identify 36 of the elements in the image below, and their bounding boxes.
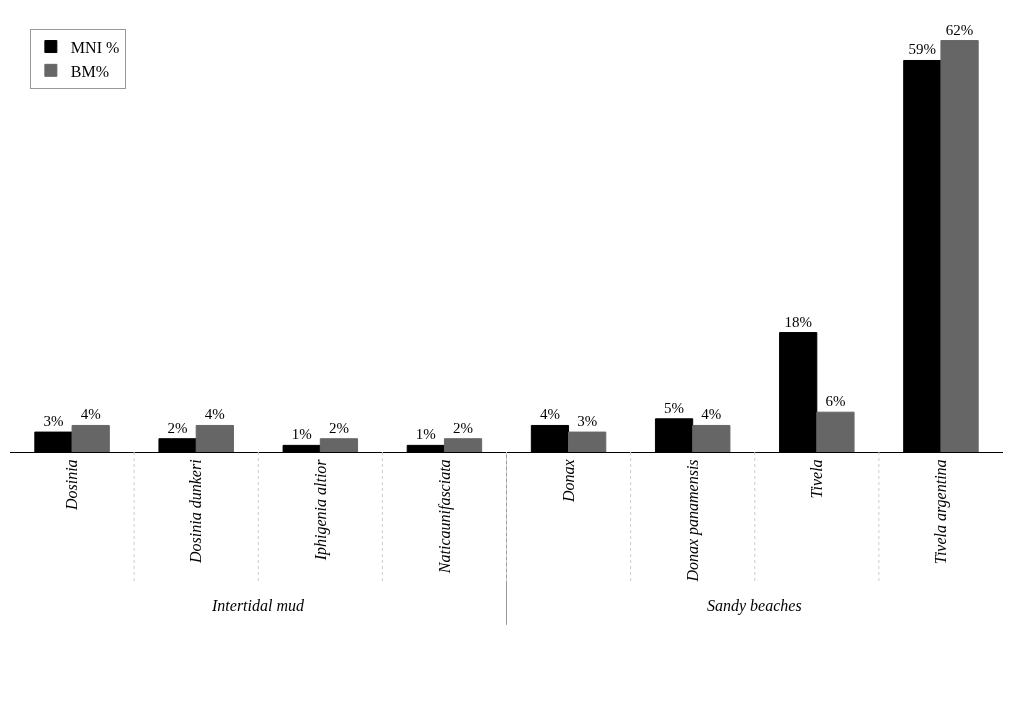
data-label: 3% [43,413,64,430]
data-label: 3% [577,413,598,430]
data-label: 18% [784,313,812,330]
data-label: 4% [204,406,225,423]
data-label: 4% [701,406,722,423]
data-label: 4% [539,406,560,423]
x-tick-label: Dosinia dunkeri [187,459,205,564]
x-tick-label: Tivela [808,459,826,499]
bar [692,424,731,452]
data-label: 62% [945,21,974,38]
data-label: 5% [664,399,685,416]
bar [816,411,855,452]
bar [195,424,234,452]
bar [568,431,607,452]
x-tick-label: Donax panamensis [683,459,702,583]
x-tick-label: Naticaunifasciata [435,459,454,575]
x-tick-label: Tivela argentina [932,459,951,565]
data-label: 1% [291,426,312,443]
text: Sandy beaches [707,597,802,615]
data-label: 4% [80,406,101,423]
legend-label: BM% [70,62,110,80]
legend-label: MNI % [70,38,120,56]
text: Intertidal mud [211,597,305,614]
x-tick-label: Dosinia [63,459,81,512]
data-label: 1% [415,426,436,443]
data-label: 2% [453,419,474,436]
data-label: 6% [825,393,846,410]
bar [71,424,110,452]
bar [940,40,979,452]
x-tick-label: Donax [559,459,577,504]
bar [319,438,359,452]
data-label: 59% [908,41,937,58]
data-label: 2% [328,419,349,436]
data-label: 2% [167,419,188,436]
bar [443,438,483,452]
x-tick-label: Iphigenia altior [311,458,330,562]
